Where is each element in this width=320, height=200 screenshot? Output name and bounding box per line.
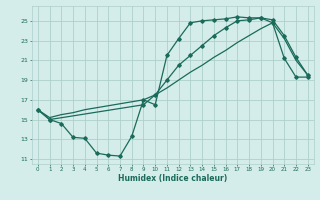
- X-axis label: Humidex (Indice chaleur): Humidex (Indice chaleur): [118, 174, 228, 183]
